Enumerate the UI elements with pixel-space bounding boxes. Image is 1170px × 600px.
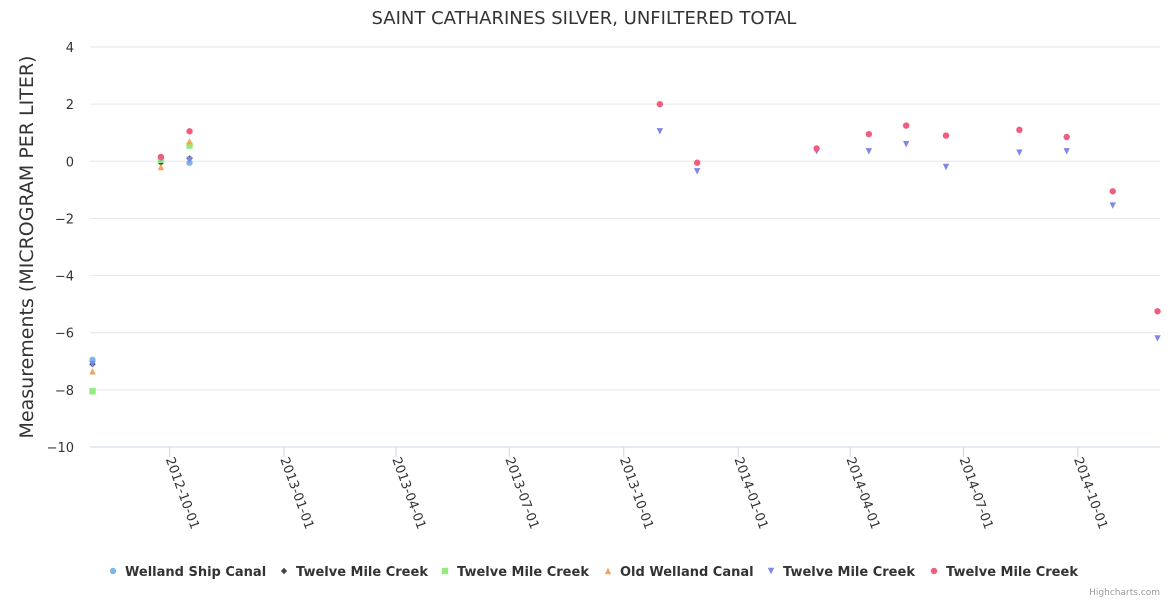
y-tick-label: −6: [55, 327, 74, 342]
data-point[interactable]: [186, 128, 193, 135]
legend-label: Old Welland Canal: [620, 565, 754, 580]
legend-label: Twelve Mile Creek: [946, 565, 1078, 580]
data-point[interactable]: [1109, 202, 1116, 209]
data-point[interactable]: [902, 122, 910, 129]
y-tick-label: −10: [47, 441, 74, 456]
data-point[interactable]: [865, 148, 873, 155]
series-4-points: [89, 138, 193, 375]
x-tick-label: 2013-10-01: [616, 455, 656, 531]
legend-symbol[interactable]: [441, 567, 449, 575]
y-tick-label: 0: [66, 155, 74, 170]
data-point[interactable]: [656, 100, 664, 108]
data-point[interactable]: [186, 156, 193, 164]
data-point[interactable]: [693, 159, 701, 166]
data-point[interactable]: [1154, 308, 1161, 315]
data-point[interactable]: [157, 163, 165, 171]
y-tick-label: −8: [55, 384, 74, 399]
series-5-points: [89, 128, 1161, 368]
legend-item[interactable]: Twelve Mile Creek: [280, 565, 429, 580]
data-point[interactable]: [1016, 126, 1023, 134]
legend-item[interactable]: Twelve Mile Creek: [767, 565, 916, 580]
data-point[interactable]: [1016, 149, 1023, 156]
legend-item[interactable]: Twelve Mile Creek: [930, 565, 1079, 580]
data-point[interactable]: [1109, 188, 1116, 195]
legend-label: Welland Ship Canal: [125, 565, 266, 580]
y-tick-label: 4: [66, 41, 74, 56]
data-point[interactable]: [693, 168, 701, 175]
legend-item[interactable]: Old Welland Canal: [604, 565, 754, 580]
data-point[interactable]: [1063, 133, 1070, 141]
data-point[interactable]: [1154, 335, 1161, 342]
y-tick-label: 2: [66, 98, 74, 113]
data-point[interactable]: [89, 360, 96, 368]
chart-title: SAINT CATHARINES SILVER, UNFILTERED TOTA…: [372, 8, 797, 29]
x-tick-label: 2014-07-01: [956, 455, 996, 531]
legend-label: Twelve Mile Creek: [296, 565, 428, 580]
legend-symbol[interactable]: [109, 567, 117, 575]
legend-item[interactable]: Welland Ship Canal: [109, 565, 266, 580]
data-point[interactable]: [186, 142, 193, 149]
x-axis-ticks: 2012-10-01 2013-01-01 2013-04-01 2013-07-01…: [162, 447, 1110, 531]
legend-label: Twelve Mile Creek: [457, 565, 589, 580]
series-2-points: [89, 155, 193, 368]
data-point[interactable]: [1063, 148, 1070, 155]
legend: Welland Ship Canal Twelve Mile Creek Twelv…: [109, 565, 1079, 580]
data-point[interactable]: [813, 145, 820, 152]
x-tick-label: 2013-01-01: [276, 455, 316, 531]
data-point[interactable]: [656, 128, 664, 135]
x-tick-label: 2013-07-01: [502, 455, 542, 531]
data-point[interactable]: [865, 130, 873, 138]
legend-symbol[interactable]: [604, 567, 612, 575]
data-point[interactable]: [186, 138, 193, 145]
credits-label[interactable]: Highcharts.com: [1089, 588, 1160, 598]
legend-symbol[interactable]: [930, 567, 938, 575]
x-tick-label: 2012-10-01: [162, 455, 202, 531]
x-tick-label: 2014-01-01: [730, 455, 770, 531]
grid-lines: [90, 46, 1160, 391]
data-point[interactable]: [942, 132, 950, 139]
legend-item[interactable]: Twelve Mile Creek: [441, 565, 590, 580]
series-6-points: [157, 100, 1161, 315]
data-point[interactable]: [89, 368, 96, 375]
data-point[interactable]: [89, 388, 96, 395]
y-tick-label: −2: [55, 212, 74, 227]
x-tick-label: 2014-04-01: [842, 455, 882, 531]
legend-symbol[interactable]: [280, 567, 288, 575]
x-tick-label: 2013-04-01: [388, 455, 428, 531]
y-tick-label: −4: [55, 270, 74, 285]
data-points: [89, 100, 1161, 395]
data-point[interactable]: [942, 163, 950, 171]
data-point[interactable]: [902, 140, 910, 148]
series-1-points: [89, 156, 193, 364]
x-tick-label: 2014-10-01: [1070, 455, 1110, 531]
legend-label: Twelve Mile Creek: [783, 565, 915, 580]
series-3-points: [89, 142, 193, 395]
y-axis-title: Measurements (MICROGRAM PER LITER): [16, 56, 38, 439]
data-point[interactable]: [157, 153, 165, 161]
y-axis-ticks: 4 2 0 −2 −4 −6 −8 −10: [47, 41, 74, 456]
legend-symbol[interactable]: [767, 567, 775, 575]
